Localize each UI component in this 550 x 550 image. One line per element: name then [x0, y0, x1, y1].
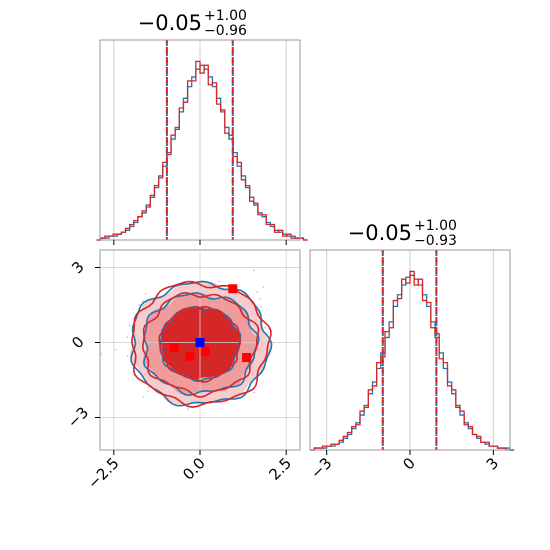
marginal-x-title-value: −0.05: [138, 11, 202, 35]
joint-y-tick-label: −3: [64, 403, 92, 431]
marginal-histogram-y-panel: −3 0 3 −0.05 +1.00 −0.93: [307, 218, 515, 482]
red-square-marker: [185, 351, 195, 361]
sample-dot: [262, 286, 265, 288]
joint-x-ticks: −2.5 0.0 2.5: [84, 450, 295, 493]
joint-content: [54, 250, 315, 453]
marginal-y-ticks: −3 0 3: [307, 450, 502, 482]
sample-dot: [189, 451, 191, 453]
marginal-y-title-lower: −0.93: [414, 233, 457, 249]
marginal-x-title-upper: +1.00: [204, 8, 247, 24]
sample-dot: [147, 390, 150, 393]
sample-dot: [187, 408, 190, 410]
marginal-y-tick-label: −3: [307, 454, 335, 482]
sample-dot: [313, 341, 315, 343]
marginal-x-quantile-lines: [165, 40, 234, 240]
blue-square-marker: [195, 338, 205, 347]
sample-dot: [264, 326, 267, 329]
joint-y-ticks: 3 0 −3: [64, 258, 100, 432]
marginal-y-title-upper: +1.00: [414, 218, 457, 234]
joint-y-tick-label: 3: [68, 258, 87, 277]
marginal-x-ticks: [113, 240, 287, 245]
marginal-y-title-value: −0.05: [348, 221, 412, 245]
sample-dot: [256, 290, 259, 293]
joint-x-tick-label: 0.0: [179, 454, 209, 484]
sample-dot: [128, 324, 131, 327]
sample-dot: [141, 300, 144, 303]
marginal-x-histogram-red: [96, 60, 308, 241]
marginal-x-histograms: [96, 60, 308, 241]
joint-scatter-panel: −2.5 0.0 2.5 3 0 −3: [54, 249, 315, 493]
contour-line-middle: [141, 291, 260, 398]
sample-dot: [144, 292, 147, 295]
marginal-y-histograms: [310, 270, 515, 451]
marginal-y-tick-label: 3: [483, 454, 502, 473]
red-square-marker: [228, 284, 238, 294]
marginal-x-histogram-blue: [96, 64, 308, 241]
joint-y-tick-label: 0: [68, 333, 87, 352]
marginal-y-histogram-red: [310, 270, 515, 451]
joint-markers: [89, 284, 252, 362]
sample-dot: [126, 354, 129, 357]
marginal-y-quantile-lines: [381, 250, 438, 450]
sample-dot: [100, 353, 102, 356]
red-square-marker: [169, 343, 179, 352]
marginal-y-histogram-blue: [310, 274, 515, 451]
red-square-marker: [200, 346, 210, 356]
sample-dot: [138, 303, 140, 306]
sample-dot: [218, 280, 221, 283]
red-square-marker: [242, 353, 252, 362]
sample-dot: [260, 305, 263, 308]
joint-x-tick-label: 2.5: [265, 454, 295, 484]
marginal-x-title-lower: −0.96: [204, 23, 247, 39]
joint-x-tick-label: −2.5: [84, 454, 122, 492]
red-square-marker: [89, 346, 98, 355]
sample-dot: [132, 338, 135, 341]
sample-dot: [253, 269, 255, 272]
sample-dot: [54, 310, 56, 312]
sample-dot: [253, 391, 255, 394]
marginal-histogram-x-panel: −0.05 +1.00 −0.96: [96, 8, 308, 245]
sample-dot: [147, 386, 150, 389]
marginal-y-tick-label: 0: [399, 454, 418, 473]
sample-dot: [126, 336, 129, 339]
sample-dot: [142, 396, 145, 398]
sample-dot: [114, 348, 117, 351]
contour-line-inner: [158, 305, 242, 383]
sample-dot: [259, 297, 262, 300]
